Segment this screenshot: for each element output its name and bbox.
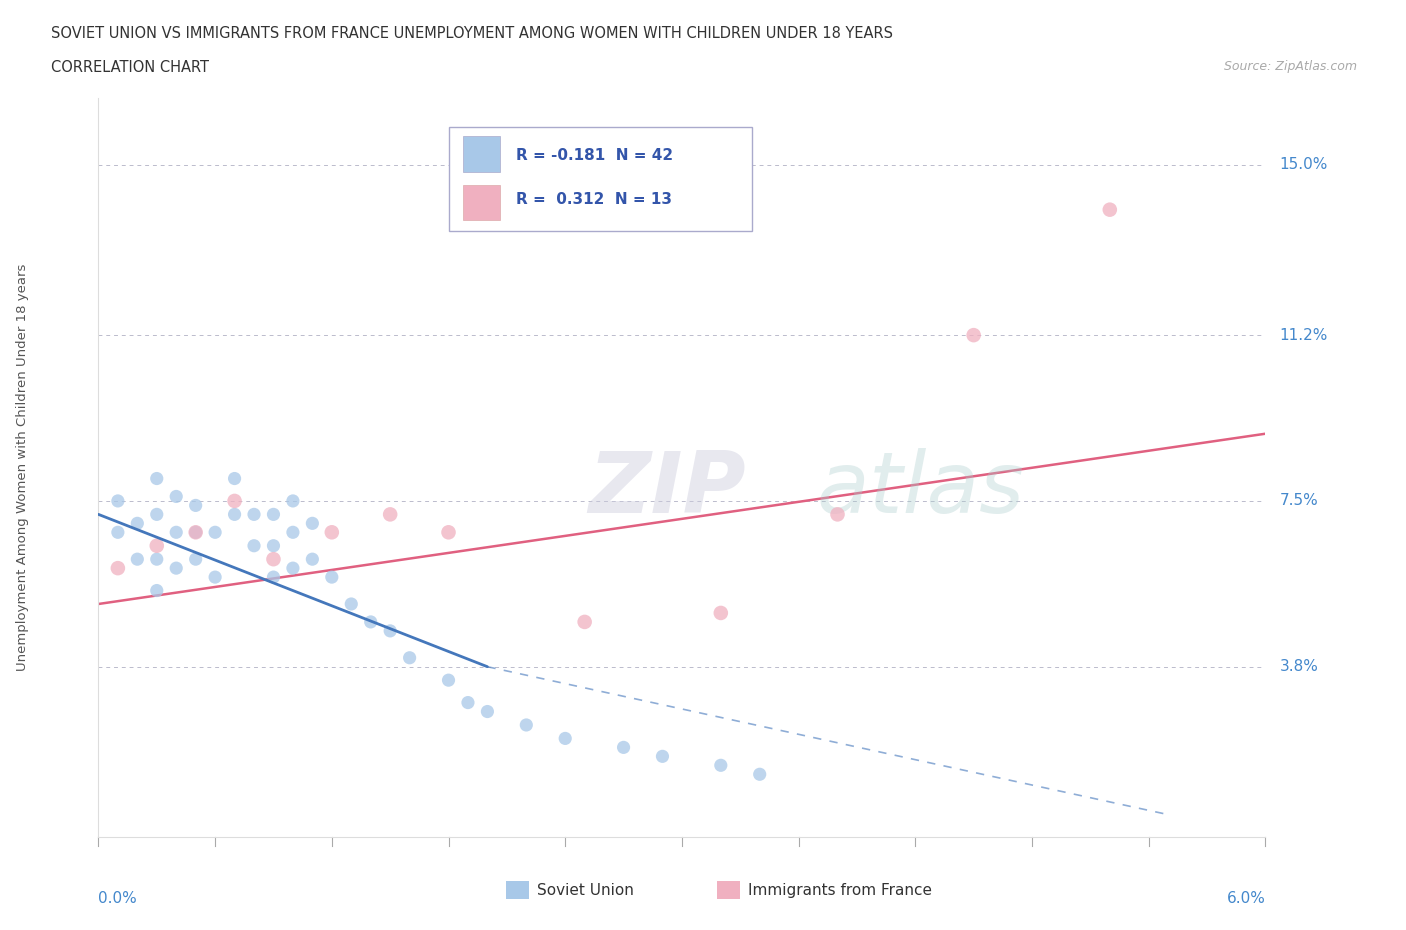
Point (224, 472, 246, 486)
Point (107, 494, 129, 509)
Point (437, 525, 460, 539)
Point (146, 551, 169, 566)
Point (360, 615, 382, 630)
Point (378, 623, 402, 638)
Point (612, 740, 634, 755)
Text: Unemployment Among Women with Children Under 18 years: Unemployment Among Women with Children U… (15, 263, 30, 671)
Point (146, 538, 169, 553)
Text: 15.0%: 15.0% (1279, 157, 1327, 172)
Text: SOVIET UNION VS IMMIGRANTS FROM FRANCE UNEMPLOYMENT AMONG WOMEN WITH CHILDREN UN: SOVIET UNION VS IMMIGRANTS FROM FRANCE U… (51, 26, 893, 41)
Point (146, 507, 169, 522)
Text: 11.2%: 11.2% (1279, 327, 1327, 342)
Point (146, 472, 169, 486)
Text: Immigrants from France: Immigrants from France (748, 883, 932, 897)
Point (184, 525, 207, 539)
Text: 3.8%: 3.8% (1279, 659, 1319, 674)
Point (281, 525, 304, 539)
Point (301, 516, 323, 531)
Point (262, 551, 284, 566)
Point (301, 551, 323, 566)
Point (827, 507, 849, 522)
Point (107, 561, 129, 576)
FancyBboxPatch shape (463, 136, 501, 172)
Point (281, 494, 304, 509)
Point (107, 525, 129, 539)
Point (748, 767, 770, 782)
Text: ZIP: ZIP (589, 448, 747, 531)
Point (224, 494, 246, 509)
Point (437, 672, 460, 687)
Point (262, 570, 284, 585)
Point (165, 489, 187, 504)
Point (574, 615, 596, 630)
FancyBboxPatch shape (463, 185, 501, 220)
Text: CORRELATION CHART: CORRELATION CHART (51, 60, 208, 75)
Point (146, 583, 169, 598)
Point (262, 507, 284, 522)
Point (127, 516, 149, 531)
Point (321, 570, 343, 585)
Point (554, 731, 576, 746)
Point (710, 758, 733, 773)
Point (340, 596, 363, 611)
Point (204, 570, 226, 585)
Point (457, 695, 479, 710)
Text: Soviet Union: Soviet Union (537, 883, 634, 897)
Point (477, 704, 499, 719)
Point (281, 561, 304, 576)
FancyBboxPatch shape (449, 127, 752, 231)
Text: 7.5%: 7.5% (1279, 494, 1319, 509)
Text: 6.0%: 6.0% (1226, 891, 1265, 906)
Point (184, 525, 207, 539)
Text: Source: ZipAtlas.com: Source: ZipAtlas.com (1223, 60, 1357, 73)
Point (962, 327, 984, 342)
Point (262, 538, 284, 553)
Point (243, 507, 266, 522)
Point (243, 538, 266, 553)
Text: R = -0.181  N = 42: R = -0.181 N = 42 (516, 148, 673, 163)
Point (1098, 202, 1121, 217)
Point (398, 650, 420, 665)
Point (204, 525, 226, 539)
Point (515, 718, 537, 733)
Point (710, 605, 733, 620)
Point (184, 551, 207, 566)
Text: atlas: atlas (815, 448, 1024, 531)
Point (651, 749, 673, 764)
Point (184, 498, 207, 512)
Text: R =  0.312  N = 13: R = 0.312 N = 13 (516, 193, 672, 207)
Point (224, 507, 246, 522)
Text: 0.0%: 0.0% (98, 891, 138, 906)
Point (127, 551, 149, 566)
Point (321, 525, 343, 539)
Point (165, 525, 187, 539)
Point (165, 561, 187, 576)
Point (378, 507, 402, 522)
